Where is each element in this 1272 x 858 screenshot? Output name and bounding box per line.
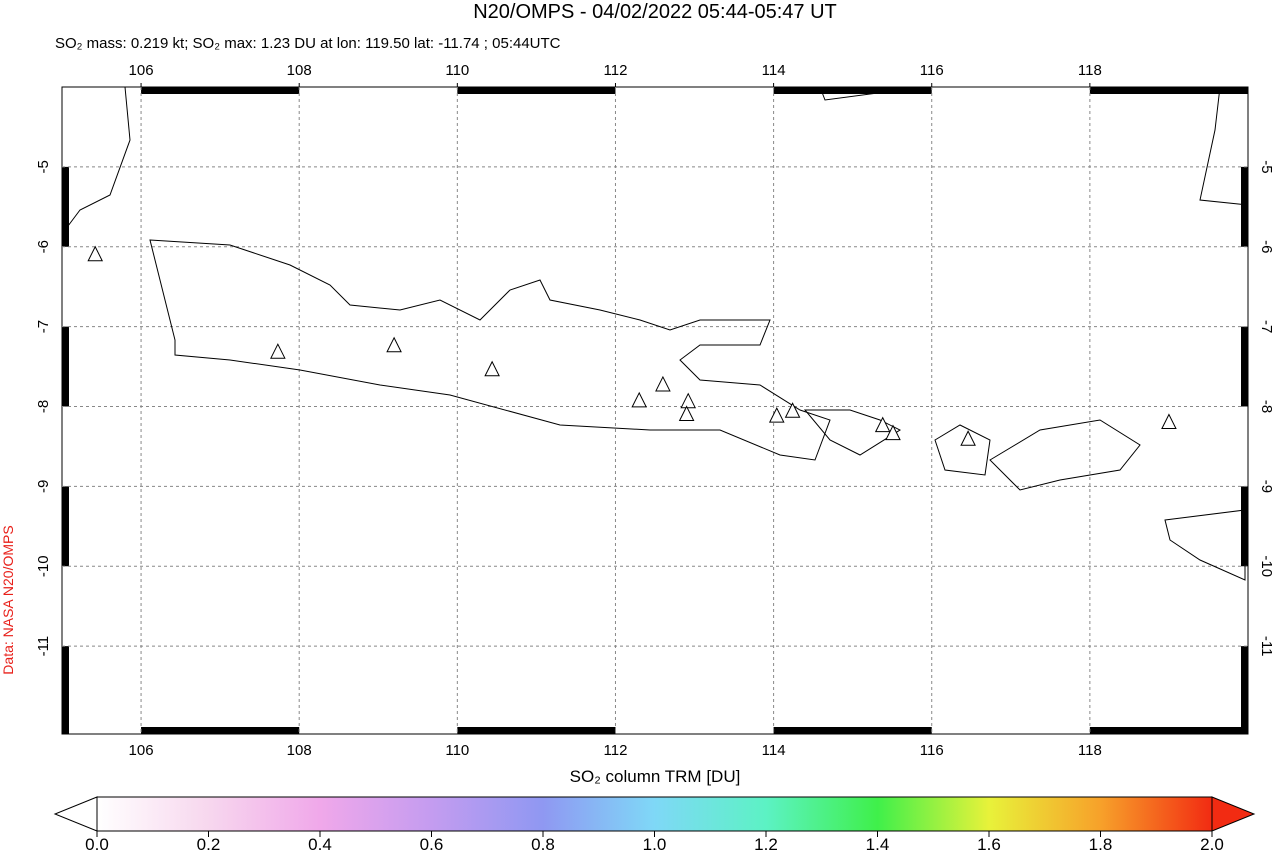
y-tick-label: -5 xyxy=(35,160,52,173)
colorbar-tick-label: 1.6 xyxy=(977,835,1001,853)
y-tick-label: -8 xyxy=(35,400,52,413)
frame-bar xyxy=(773,727,932,734)
subtitle: SO₂ mass: 0.219 kt; SO₂ max: 1.23 DU at … xyxy=(55,35,561,52)
frame-bar xyxy=(62,486,69,567)
side-label: Data: NASA N20/OMPS xyxy=(0,525,16,674)
volcano xyxy=(678,405,695,421)
x-tick-label: 106 xyxy=(129,742,154,759)
x-tick-label: 108 xyxy=(287,742,312,759)
frame-bar xyxy=(1241,646,1248,734)
volcano xyxy=(386,336,402,353)
x-tick-label: 110 xyxy=(445,742,469,759)
x-tick-label: 118 xyxy=(1078,742,1102,759)
colorbar-under xyxy=(53,796,98,832)
y-tick-label: -11 xyxy=(1258,636,1272,657)
y-tick-label: -10 xyxy=(1258,555,1272,577)
coastlines xyxy=(64,86,1249,581)
frame-bar xyxy=(141,727,300,734)
colorbar-tick-label: 1.4 xyxy=(866,835,890,853)
y-tick-label: -11 xyxy=(35,636,52,657)
frame-bar xyxy=(1241,166,1248,247)
y-tick-label: -9 xyxy=(1258,480,1272,493)
x-tick-label: 114 xyxy=(762,742,786,759)
volcano xyxy=(1161,413,1177,429)
frame-bar xyxy=(1089,727,1248,734)
volcano xyxy=(655,375,671,392)
y-tick-label: -7 xyxy=(35,320,52,333)
frame-bar xyxy=(62,326,69,407)
y-tick-label: -10 xyxy=(35,555,52,577)
y-tick-label: -9 xyxy=(35,480,52,493)
colorbar-tick-label: 0.2 xyxy=(197,835,221,853)
y-tick-label: -6 xyxy=(1258,240,1272,253)
colorbar xyxy=(96,796,1213,832)
colorbar-tick-label: 1.2 xyxy=(754,835,778,853)
colorbar-over xyxy=(1211,796,1256,832)
frame-bar xyxy=(1089,87,1248,94)
frame-bar xyxy=(62,166,69,247)
colorbar-tick-label: 0.8 xyxy=(531,835,555,853)
x-tick-label: 112 xyxy=(604,62,628,79)
frame-bar xyxy=(62,646,69,734)
y-tick-label: -8 xyxy=(1258,400,1272,413)
x-tick-label: 110 xyxy=(445,62,469,79)
colorbar-tick-label: 2.0 xyxy=(1200,835,1224,853)
x-tick-label: 116 xyxy=(920,62,944,79)
volcano xyxy=(680,392,697,409)
volcano xyxy=(960,430,976,446)
x-tick-label: 114 xyxy=(762,62,786,79)
colorbar-label: SO₂ column TRM [DU] xyxy=(570,767,741,786)
volcano xyxy=(631,391,647,408)
x-tick-label: 108 xyxy=(287,62,312,79)
frame-bar xyxy=(457,87,616,94)
map-frame xyxy=(61,86,1249,735)
volcano xyxy=(784,402,801,418)
x-tick-label: 106 xyxy=(129,62,154,79)
colorbar-tick-label: 0.4 xyxy=(308,835,332,853)
x-tick-label: 116 xyxy=(920,742,944,759)
x-tick-label: 118 xyxy=(1078,62,1102,79)
volcano xyxy=(484,360,500,377)
frame-bar xyxy=(457,727,616,734)
x-tick-label: 112 xyxy=(604,742,628,759)
volcano xyxy=(874,416,891,433)
colorbar-tick-label: 1.0 xyxy=(643,835,667,853)
y-tick-label: -7 xyxy=(1258,320,1272,333)
frame-bar xyxy=(773,87,932,94)
colorbar-tick-label: 0.6 xyxy=(420,835,444,853)
volcano xyxy=(768,406,785,423)
colorbar-tick-label: 1.8 xyxy=(1089,835,1113,853)
frame-bar xyxy=(1241,326,1248,407)
frame-bar xyxy=(141,87,300,94)
y-tick-label: -6 xyxy=(35,240,52,253)
volcano xyxy=(270,343,286,359)
colorbar-tick-label: 0.0 xyxy=(85,835,109,853)
volcano xyxy=(87,245,104,262)
y-tick-label: -5 xyxy=(1258,160,1272,173)
volcano xyxy=(885,424,901,441)
chart-title: N20/OMPS - 04/02/2022 05:44-05:47 UT xyxy=(473,1,837,23)
